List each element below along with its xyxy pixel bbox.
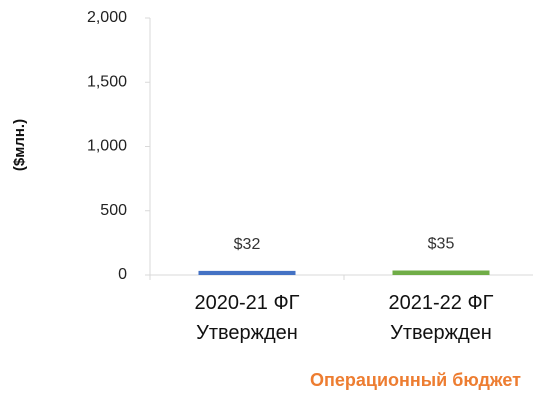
y-tick-label: 1,000 xyxy=(87,138,127,155)
x-tick-label: 2021-22 ФГ Утвержден xyxy=(388,292,494,344)
x-tick-label: 2020-21 ФГ Утвержден xyxy=(194,292,300,344)
data-label: $32 xyxy=(234,236,261,253)
y-tick-label: 0 xyxy=(118,266,127,283)
y-tick-label: 500 xyxy=(100,202,127,219)
y-axis-label: ($млн.) xyxy=(11,119,28,171)
bar xyxy=(198,270,296,275)
y-tick-label: 2,000 xyxy=(87,9,127,26)
bar xyxy=(392,270,490,275)
y-tick-label: 1,500 xyxy=(87,73,127,90)
data-label: $35 xyxy=(428,236,455,253)
chart-title: Операционный бюджет xyxy=(310,370,521,390)
